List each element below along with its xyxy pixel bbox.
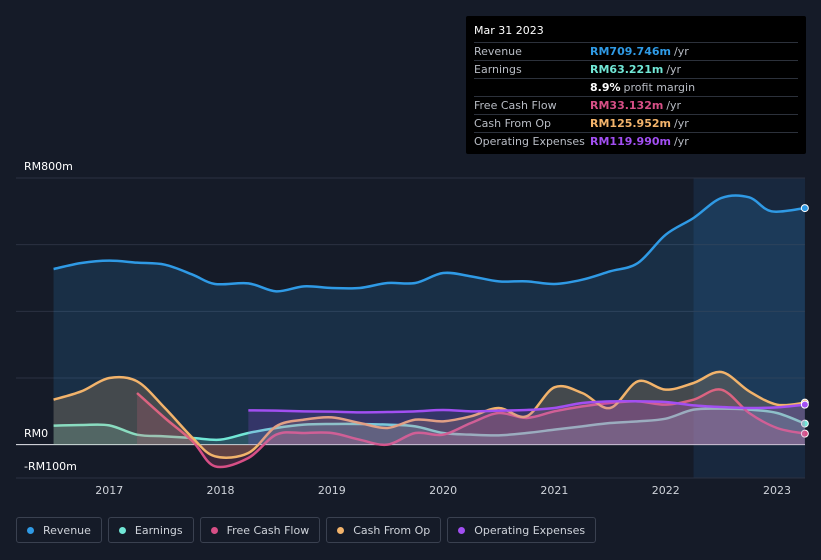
tooltip-row-value: RM119.990m <box>590 135 671 148</box>
series-area-revenue <box>53 195 805 445</box>
x-tick-label: 2021 <box>540 484 569 497</box>
legend-item-free-cash-flow[interactable]: Free Cash Flow <box>199 517 321 543</box>
tooltip-panel: Mar 31 2023 Revenue RM709.746m/yr Earnings… <box>466 16 806 154</box>
series-line-free-cash-flow <box>136 388 806 469</box>
series-area-free-cash-flow <box>137 389 805 468</box>
tooltip-row: Revenue RM709.746m/yr <box>474 43 798 61</box>
tooltip-row-value: RM125.952m <box>590 117 671 130</box>
x-tick-label: 2018 <box>206 484 235 497</box>
tooltip-row-unit: /yr <box>673 135 689 148</box>
series-line-operating-expenses <box>248 399 805 414</box>
legend-dot-icon <box>27 526 34 534</box>
tooltip-row-unit: /yr <box>666 99 682 112</box>
legend-label: Free Cash Flow <box>226 523 310 537</box>
series-endpoint-free-cash-flow <box>800 429 809 438</box>
tooltip-row-unit: /yr <box>673 117 689 130</box>
tooltip-date: Mar 31 2023 <box>474 23 798 43</box>
legend-label: Cash From Op <box>353 523 431 537</box>
tooltip-row: Free Cash Flow RM33.132m/yr <box>474 97 798 115</box>
tooltip-row: Operating Expenses RM119.990m/yr <box>474 133 798 150</box>
legend-item-earnings[interactable]: Earnings <box>107 517 194 543</box>
tooltip-row-value: RM33.132m <box>590 99 664 112</box>
tooltip-row-unit: /yr <box>673 45 689 58</box>
legend-dot-icon <box>210 526 218 534</box>
series-endpoint-revenue <box>800 204 809 213</box>
y-label-zero: RM0 <box>24 427 49 440</box>
x-tick-label: 2022 <box>651 484 680 497</box>
x-tick-label: 2017 <box>95 484 124 497</box>
legend-label: Earnings <box>134 523 183 537</box>
tooltip-row-unit: /yr <box>666 63 682 76</box>
legend-label: Revenue <box>43 523 91 537</box>
tooltip-row-label: Free Cash Flow <box>474 99 557 112</box>
legend-item-cash-from-op[interactable]: Cash From Op <box>326 517 442 543</box>
tooltip-row-label <box>474 79 590 96</box>
legend-dot-icon <box>337 526 345 534</box>
tooltip-row-value: RM709.746m <box>590 45 671 58</box>
series-layer <box>53 194 809 469</box>
legend: Revenue Earnings Free Cash Flow Cash From O… <box>16 517 597 543</box>
tooltip-row: Cash From Op RM125.952m/yr <box>474 115 798 133</box>
series-area-cash-from-op <box>53 371 805 458</box>
legend-item-revenue[interactable]: Revenue <box>16 517 102 543</box>
series-line-earnings <box>53 407 806 442</box>
legend-dot-icon <box>118 526 126 534</box>
x-tick-label: 2020 <box>429 484 458 497</box>
series-endpoint-earnings <box>800 419 809 428</box>
tooltip-row: Earnings RM63.221m/yr <box>474 61 798 79</box>
x-tick-label: 2019 <box>317 484 346 497</box>
highlight-region <box>693 178 805 478</box>
tooltip-row-label: Cash From Op <box>474 117 552 130</box>
legend-label: Operating Expenses <box>474 523 586 537</box>
series-line-cash-from-op <box>53 370 805 459</box>
y-label-bottom: -RM100m <box>24 460 77 473</box>
tooltip-row-label: Operating Expenses <box>474 135 585 148</box>
y-label-top: RM800m <box>24 160 73 173</box>
chart-area <box>16 177 809 479</box>
tooltip-row-label: Earnings <box>474 63 522 76</box>
legend-dot-icon <box>458 526 466 534</box>
tooltip-rows: Revenue RM709.746m/yr Earnings RM63.221m/yr… <box>474 43 798 150</box>
tooltip-row-label: Revenue <box>474 45 522 58</box>
gridlines <box>16 177 805 479</box>
series-endpoint-operating-expenses <box>800 400 809 409</box>
tooltip-row-value: 8.9% <box>590 81 621 94</box>
tooltip-row: 8.9% profit margin <box>474 79 798 97</box>
legend-item-operating-expenses[interactable]: Operating Expenses <box>447 517 597 543</box>
series-line-revenue <box>53 194 805 293</box>
tooltip-row-unit: profit margin <box>623 81 696 94</box>
x-tick-label: 2023 <box>763 484 791 497</box>
tooltip-row-value: RM63.221m <box>590 63 664 76</box>
